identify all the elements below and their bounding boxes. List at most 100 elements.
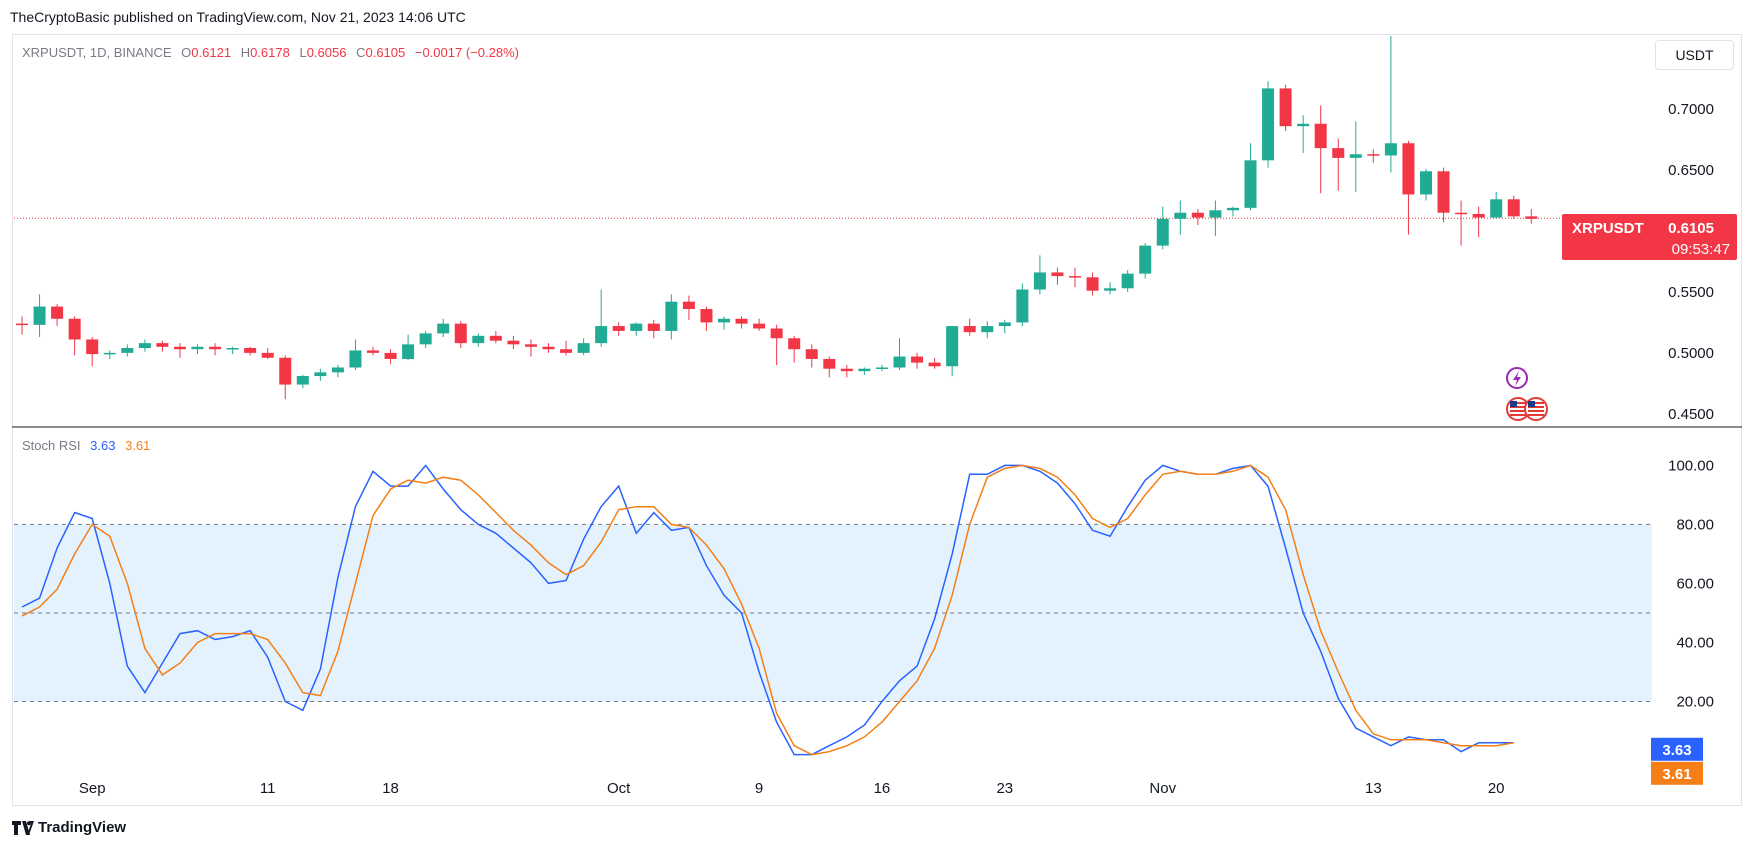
open-label: O — [181, 45, 192, 60]
time-tick-label: 16 — [874, 780, 891, 797]
candle — [682, 295, 695, 320]
candle-body — [349, 350, 362, 368]
candle — [1437, 167, 1450, 223]
candle-body — [998, 322, 1011, 327]
candle-body — [296, 376, 309, 385]
candle — [454, 321, 467, 348]
flag-stripe — [1510, 410, 1526, 412]
last-price-tag: XRPUSDT 0.6105 09:53:47 — [1562, 214, 1737, 260]
candle-body — [121, 348, 134, 353]
candle — [367, 346, 379, 356]
candle-body — [156, 343, 169, 347]
flag-stripe — [1510, 402, 1526, 404]
candle — [279, 355, 292, 400]
stoch-rsi-title[interactable]: Stoch RSI — [22, 438, 81, 453]
candle — [1086, 272, 1099, 296]
candle — [419, 330, 432, 348]
candle-body — [718, 318, 730, 323]
candle-body — [524, 344, 537, 347]
time-axis: Sep 11 18 Oct 9 16 23 Nov 13 20 — [79, 780, 1505, 797]
candle — [331, 365, 344, 378]
candle-body — [928, 362, 941, 367]
candle-body — [893, 356, 906, 368]
candle-body — [1121, 273, 1134, 289]
candle — [1069, 267, 1081, 288]
candle-body — [1139, 245, 1152, 274]
candle-body — [1156, 218, 1169, 246]
time-tick-label: 13 — [1365, 780, 1382, 797]
candle-body — [1069, 276, 1081, 278]
candle-body — [1191, 212, 1204, 218]
candle — [1279, 84, 1292, 132]
candle — [33, 294, 46, 338]
candle — [718, 316, 730, 330]
candle — [1420, 168, 1432, 201]
candle — [1525, 209, 1538, 224]
candle-body — [103, 352, 116, 355]
open-value: 0.6121 — [191, 45, 232, 60]
candle-body — [840, 368, 853, 372]
candle — [472, 333, 485, 347]
flag-stripe — [1528, 414, 1544, 416]
candle — [1262, 81, 1275, 168]
stoch-rsi-tick-label: 100.00 — [1668, 457, 1714, 474]
candle-body — [981, 326, 994, 333]
lightning-bolt — [1513, 371, 1521, 386]
candle — [560, 340, 573, 356]
candle-body — [788, 338, 801, 350]
candle-body — [700, 309, 713, 323]
stoch-rsi-pane: 100.00 80.00 60.00 40.00 20.00 3.63 3.61 — [14, 457, 1714, 785]
candle — [1121, 270, 1134, 292]
candle — [191, 344, 204, 355]
candle-body — [1455, 212, 1468, 215]
candle — [1455, 200, 1468, 246]
last-price-tag-price: 0.6105 — [1668, 220, 1714, 237]
time-tick-label: Sep — [79, 780, 106, 797]
price-tick-label: 0.6500 — [1668, 162, 1714, 179]
candle-body — [1402, 143, 1415, 195]
flag-stripe — [1510, 414, 1526, 416]
candle-body — [665, 301, 678, 331]
candle — [823, 356, 836, 378]
candle-body — [86, 339, 99, 355]
currency-button[interactable]: USDT — [1655, 40, 1734, 70]
candle-body — [1332, 148, 1345, 158]
candle — [770, 324, 783, 366]
candle-body — [68, 318, 81, 340]
time-tick-label: Oct — [607, 780, 631, 797]
candle — [68, 316, 81, 356]
candle — [753, 318, 766, 331]
candle-body — [226, 348, 239, 350]
price-tick-label: 0.4500 — [1668, 406, 1714, 423]
candle — [735, 316, 748, 329]
stoch-rsi-d-tag: 3.61 — [1651, 761, 1703, 785]
candle-body — [1367, 154, 1380, 156]
candle-body — [1384, 143, 1397, 156]
candle-body — [472, 335, 485, 344]
candle — [1209, 200, 1222, 236]
candle-body — [1472, 213, 1485, 218]
candle-body — [244, 348, 257, 353]
candle — [402, 334, 415, 361]
candle-body — [1033, 272, 1046, 290]
candle — [1314, 105, 1327, 194]
candle-body — [858, 368, 871, 372]
candle — [805, 344, 818, 368]
candle — [1332, 138, 1345, 191]
candle-body — [735, 318, 748, 324]
candle — [314, 368, 327, 381]
candle-body — [367, 350, 379, 353]
candle — [173, 343, 186, 358]
candle-body — [1086, 277, 1099, 291]
candle — [524, 339, 537, 357]
stoch-rsi-k-value: 3.63 — [90, 438, 116, 453]
flag-stripe — [1510, 406, 1526, 408]
candle-body — [1104, 288, 1117, 291]
high-label: H — [240, 45, 251, 60]
symbol-label[interactable]: XRPUSDT, 1D, BINANCE — [22, 45, 172, 60]
candle-body — [384, 352, 397, 359]
candle — [121, 344, 134, 357]
tradingview-footer[interactable]: TradingView — [12, 819, 126, 836]
stoch-rsi-tick-label: 60.00 — [1676, 575, 1714, 592]
